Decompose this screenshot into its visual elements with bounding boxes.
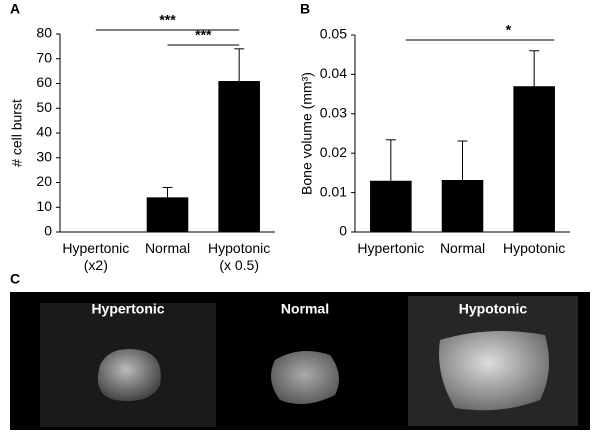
x-tick-label: Hypotonic bbox=[503, 240, 566, 256]
y-tick-label: 30 bbox=[36, 148, 52, 164]
y-tick-label: 80 bbox=[36, 25, 52, 41]
y-tick-label: 70 bbox=[36, 49, 52, 65]
x-tick-label: Hypotonic (x 0.5) bbox=[208, 240, 271, 273]
panel-label: C bbox=[10, 271, 20, 287]
panel-label: B bbox=[300, 1, 310, 17]
y-tick-label: 10 bbox=[36, 198, 52, 214]
specimen bbox=[271, 351, 339, 404]
x-tick-label: Hypertonic (x2) bbox=[62, 240, 130, 273]
y-tick-label: 40 bbox=[36, 124, 52, 140]
significance-label: *** bbox=[159, 12, 176, 28]
y-tick-label: 50 bbox=[36, 99, 52, 115]
y-tick-label: 60 bbox=[36, 74, 52, 90]
specimen bbox=[97, 349, 161, 401]
image-label: Normal bbox=[281, 301, 329, 317]
y-tick-label: 0 bbox=[339, 223, 347, 239]
significance-label: *** bbox=[195, 27, 212, 43]
bar bbox=[441, 179, 484, 232]
panel-label: A bbox=[10, 1, 20, 17]
y-axis-label: # cell burst bbox=[9, 99, 25, 167]
bar bbox=[218, 81, 260, 233]
x-tick-label: Hypertonic bbox=[357, 240, 425, 256]
y-tick-label: 20 bbox=[36, 173, 52, 189]
y-tick-label: 0 bbox=[44, 223, 52, 239]
image-label: Hypertonic bbox=[91, 301, 164, 317]
bar bbox=[513, 86, 555, 232]
specimen bbox=[439, 331, 549, 411]
x-tick-label: Normal bbox=[144, 240, 191, 256]
y-tick-label: 0.02 bbox=[320, 144, 347, 160]
significance-label: * bbox=[506, 22, 512, 38]
bar bbox=[370, 180, 412, 232]
bar bbox=[146, 197, 189, 232]
y-tick-label: 0.05 bbox=[320, 26, 347, 42]
y-tick-label: 0.04 bbox=[320, 65, 347, 81]
y-axis-label: Bone volume (mm³) bbox=[299, 72, 315, 195]
y-tick-label: 0.03 bbox=[320, 105, 347, 121]
image-label: Hypotonic bbox=[459, 301, 528, 317]
x-tick-label: Normal bbox=[439, 240, 486, 256]
y-tick-label: 0.01 bbox=[320, 183, 347, 199]
